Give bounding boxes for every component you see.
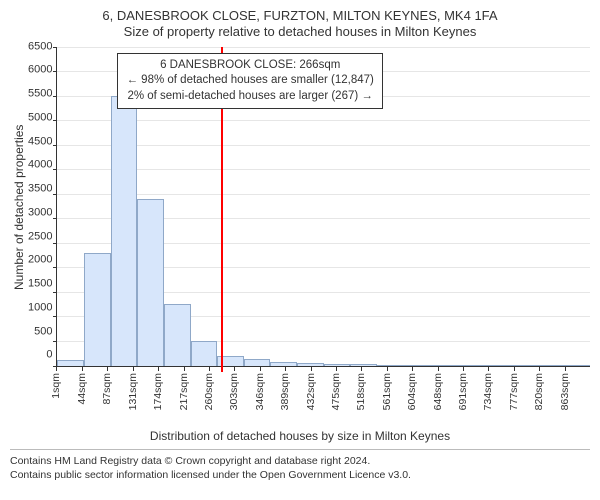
x-tick-label: 734sqm: [482, 373, 494, 410]
x-tick-label: 217sqm: [178, 373, 190, 410]
bar: [430, 365, 457, 366]
x-tick: 863sqm: [565, 367, 590, 421]
bar: [111, 96, 138, 366]
bar: [244, 359, 271, 365]
x-tick-label: 346sqm: [254, 373, 266, 410]
x-tick-label: 820sqm: [533, 373, 545, 410]
x-axis-ticks: 1sqm44sqm87sqm131sqm174sqm217sqm260sqm30…: [56, 367, 590, 421]
bar: [483, 365, 510, 366]
bar: [164, 304, 191, 365]
x-tick-label: 691sqm: [457, 373, 469, 410]
x-tick-label: 44sqm: [76, 373, 88, 405]
bar: [510, 365, 537, 366]
chart-title-line1: 6, DANESBROOK CLOSE, FURZTON, MILTON KEY…: [10, 8, 590, 24]
bar: [57, 360, 84, 365]
y-axis-ticks: 6500600055005000450040003500300025002000…: [28, 47, 56, 367]
bar: [537, 365, 564, 366]
x-tick-label: 518sqm: [355, 373, 367, 410]
x-tick-label: 1sqm: [50, 373, 62, 399]
plot-area: 6 DANESBROOK CLOSE: 266sqm ← 98% of deta…: [56, 47, 590, 367]
bar: [191, 341, 218, 366]
x-tick-label: 174sqm: [152, 373, 164, 410]
bar: [297, 363, 324, 365]
annotation-box: 6 DANESBROOK CLOSE: 266sqm ← 98% of deta…: [117, 53, 382, 110]
chart-title-line2: Size of property relative to detached ho…: [10, 24, 590, 40]
x-tick-label: 87sqm: [101, 373, 113, 405]
annotation-line1: 6 DANESBROOK CLOSE: 266sqm: [126, 58, 373, 74]
footer-attribution: Contains HM Land Registry data © Crown c…: [10, 449, 590, 482]
bar: [270, 362, 297, 366]
bar: [457, 365, 484, 366]
annotation-line3: 2% of semi-detached houses are larger (2…: [126, 89, 373, 105]
x-tick-label: 131sqm: [127, 373, 139, 410]
y-axis-label: Number of detached properties: [10, 47, 28, 367]
x-tick-label: 260sqm: [203, 373, 215, 410]
x-tick-label: 777sqm: [508, 373, 520, 410]
x-tick-label: 648sqm: [432, 373, 444, 410]
x-tick-label: 475sqm: [330, 373, 342, 410]
annotation-line2: ← 98% of detached houses are smaller (12…: [126, 73, 373, 89]
x-tick-label: 432sqm: [305, 373, 317, 410]
x-tick-label: 604sqm: [406, 373, 418, 410]
bar: [137, 199, 164, 366]
footer-line2: Contains public sector information licen…: [10, 468, 590, 482]
bar: [377, 365, 404, 366]
footer-line1: Contains HM Land Registry data © Crown c…: [10, 454, 590, 468]
bar: [324, 364, 351, 365]
x-tick-label: 561sqm: [381, 373, 393, 410]
x-tick-label: 303sqm: [228, 373, 240, 410]
bar: [84, 253, 111, 366]
x-tick-label: 389sqm: [279, 373, 291, 410]
bar: [404, 365, 431, 366]
x-tick-label: 863sqm: [559, 373, 571, 410]
x-axis-label: Distribution of detached houses by size …: [10, 429, 590, 443]
bar: [350, 364, 377, 365]
chart-area: Number of detached properties 6500600055…: [10, 47, 590, 427]
bar: [563, 365, 590, 366]
